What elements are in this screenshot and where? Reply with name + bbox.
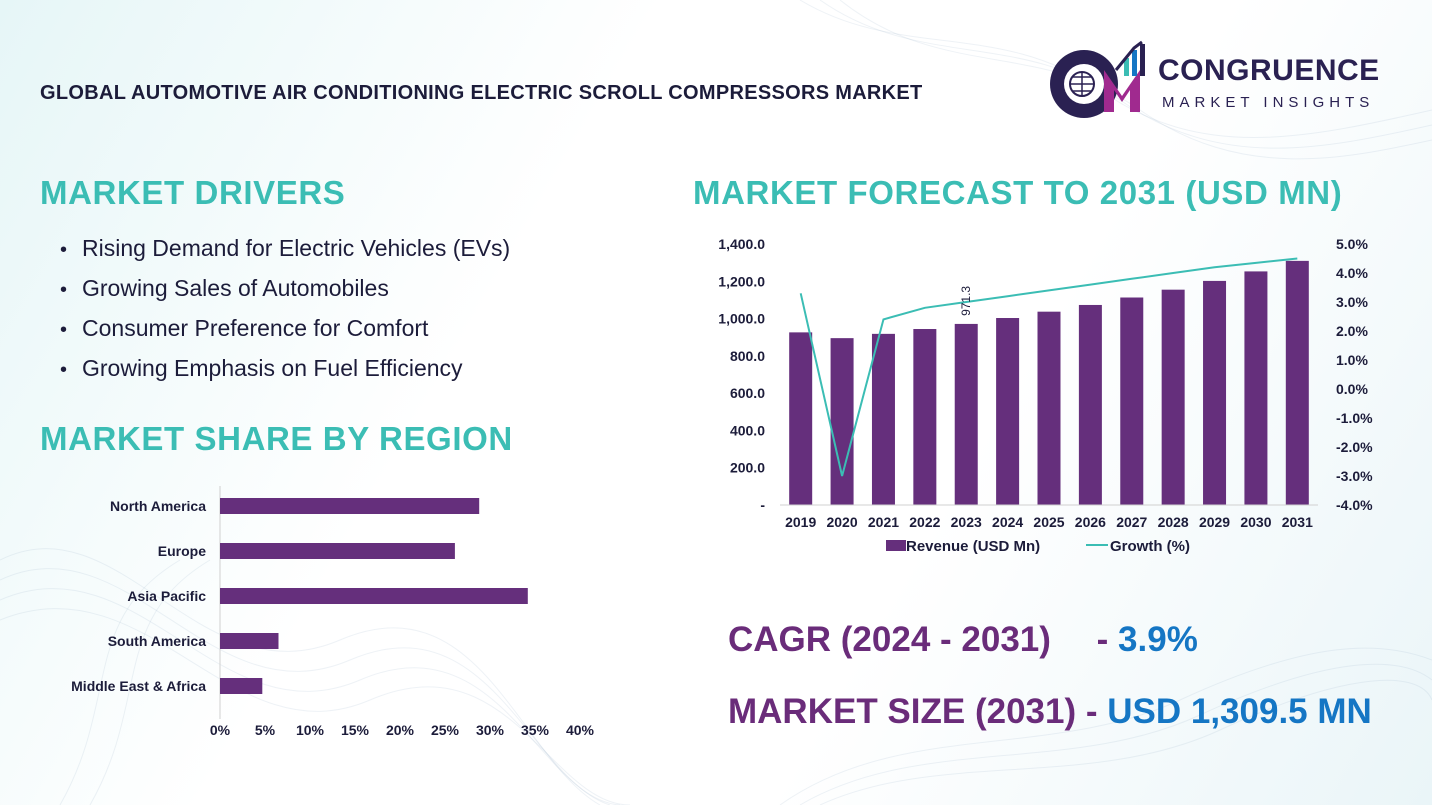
x-tick-label: 20%	[386, 722, 415, 738]
revenue-bar	[830, 338, 854, 505]
forecast-chart: - 200.0 400.0 600.0 800.0 1,000.0 1,200.0 1,400…	[718, 236, 1373, 555]
y2-tick-label: -3.0%	[1336, 468, 1373, 484]
category-label: Middle East & Africa	[71, 678, 206, 694]
revenue-bar	[1244, 271, 1268, 505]
region-bar	[220, 678, 263, 694]
list-item: • Growing Emphasis on Fuel Efficiency	[60, 348, 510, 388]
y2-tick-label: 2.0%	[1336, 323, 1368, 339]
market-size-stat: MARKET SIZE (2031) - USD 1,309.5 MN	[728, 692, 1372, 732]
revenue-bar	[1078, 304, 1102, 505]
category-label: Asia Pacific	[127, 588, 206, 604]
x-tick-label: 2028	[1158, 514, 1189, 530]
logo-wordmark: CONGRUENCE	[1158, 54, 1380, 87]
x-tick-label: 0%	[210, 722, 231, 738]
x-tick-label: 10%	[296, 722, 325, 738]
category-label: Europe	[158, 543, 206, 559]
x-tick-label: 2027	[1116, 514, 1147, 530]
y2-tick-label: 0.0%	[1336, 381, 1368, 397]
revenue-bar	[789, 332, 813, 505]
x-tick-label: 5%	[255, 722, 276, 738]
data-label: 971.3	[959, 286, 973, 316]
list-item: • Consumer Preference for Comfort	[60, 308, 510, 348]
y2-tick-label: 4.0%	[1336, 265, 1368, 281]
x-tick-label: 15%	[341, 722, 370, 738]
category-label: South America	[108, 633, 206, 649]
bullet-icon: •	[60, 279, 68, 301]
revenue-bar	[1203, 280, 1227, 505]
x-tick-label: 2026	[1075, 514, 1106, 530]
y2-tick-label: -2.0%	[1336, 439, 1373, 455]
x-tick-label: 2024	[992, 514, 1023, 530]
drivers-list: • Rising Demand for Electric Vehicles (EV…	[60, 228, 510, 388]
region-bar	[220, 498, 480, 514]
logo-tagline: MARKET INSIGHTS	[1162, 94, 1375, 111]
cagr-value: 3.9%	[1118, 620, 1198, 659]
x-tick-label: 2031	[1282, 514, 1313, 530]
forecast-title: MARKET FORECAST TO 2031 (USD MN)	[693, 174, 1343, 211]
revenue-bar	[954, 323, 978, 505]
growth-line	[799, 257, 1298, 477]
legend-label-growth: Growth (%)	[1110, 538, 1190, 555]
category-label: North America	[110, 498, 206, 514]
logo-mark-icon	[1050, 40, 1145, 118]
bullet-icon: •	[60, 239, 68, 261]
x-tick-label: 30%	[476, 722, 505, 738]
region-bar	[220, 633, 279, 649]
y-tick-label: 1,200.0	[718, 273, 765, 289]
revenue-bar	[913, 329, 937, 505]
region-bar	[220, 543, 455, 559]
revenue-bar	[1037, 311, 1061, 505]
x-tick-label: 2021	[868, 514, 899, 530]
y-tick-label: 200.0	[730, 460, 765, 476]
drivers-title: MARKET DRIVERS	[40, 174, 346, 211]
legend-swatch-revenue	[886, 540, 906, 551]
y-tick-label: 400.0	[730, 422, 765, 438]
market-size-value: USD 1,309.5 MN	[1107, 692, 1372, 731]
revenue-bar	[996, 318, 1020, 505]
x-tick-label: 2020	[826, 514, 857, 530]
y-tick-label: 600.0	[730, 385, 765, 401]
list-item: • Rising Demand for Electric Vehicles (EV…	[60, 228, 510, 268]
cagr-label: CAGR (2024 - 2031)	[728, 620, 1051, 659]
x-tick-label: 2030	[1240, 514, 1271, 530]
revenue-bar	[1120, 297, 1144, 505]
y2-tick-label: 1.0%	[1336, 352, 1368, 368]
market-size-dash: -	[1085, 692, 1098, 731]
brand-logo: CONGRUENCE MARKET INSIGHTS	[1046, 40, 1406, 120]
y2-tick-label: -4.0%	[1336, 497, 1373, 513]
y-tick-label: -	[760, 497, 765, 513]
cagr-dash: -	[1096, 620, 1109, 659]
region-share-chart: North America Europe Asia Pacific South Ame…	[71, 486, 595, 738]
y2-tick-label: 3.0%	[1336, 294, 1368, 310]
y2-tick-label: 5.0%	[1336, 236, 1368, 252]
revenue-bar	[871, 333, 895, 505]
x-tick-label: 2025	[1033, 514, 1064, 530]
page-title: GLOBAL AUTOMOTIVE AIR CONDITIONING ELECT…	[40, 82, 923, 104]
y-tick-label: 800.0	[730, 348, 765, 364]
x-tick-label: 2023	[951, 514, 982, 530]
bullet-icon: •	[60, 319, 68, 341]
region-title: MARKET SHARE BY REGION	[40, 420, 513, 457]
x-tick-label: 40%	[566, 722, 595, 738]
y-tick-label: 1,400.0	[718, 236, 765, 252]
region-bar	[220, 588, 528, 604]
y-tick-label: 1,000.0	[718, 311, 765, 327]
market-size-label: MARKET SIZE (2031)	[728, 692, 1077, 731]
x-tick-label: 2029	[1199, 514, 1230, 530]
legend-label-revenue: Revenue (USD Mn)	[906, 538, 1040, 555]
x-tick-label: 35%	[521, 722, 550, 738]
bullet-icon: •	[60, 359, 68, 381]
x-tick-label: 2022	[909, 514, 940, 530]
revenue-bar	[1285, 260, 1309, 505]
x-tick-label: 25%	[431, 722, 460, 738]
y2-tick-label: -1.0%	[1336, 410, 1373, 426]
list-item: • Growing Sales of Automobiles	[60, 268, 510, 308]
revenue-bar	[1161, 289, 1185, 505]
x-tick-label: 2019	[785, 514, 816, 530]
cagr-stat: CAGR (2024 - 2031) - 3.9%	[728, 620, 1198, 660]
